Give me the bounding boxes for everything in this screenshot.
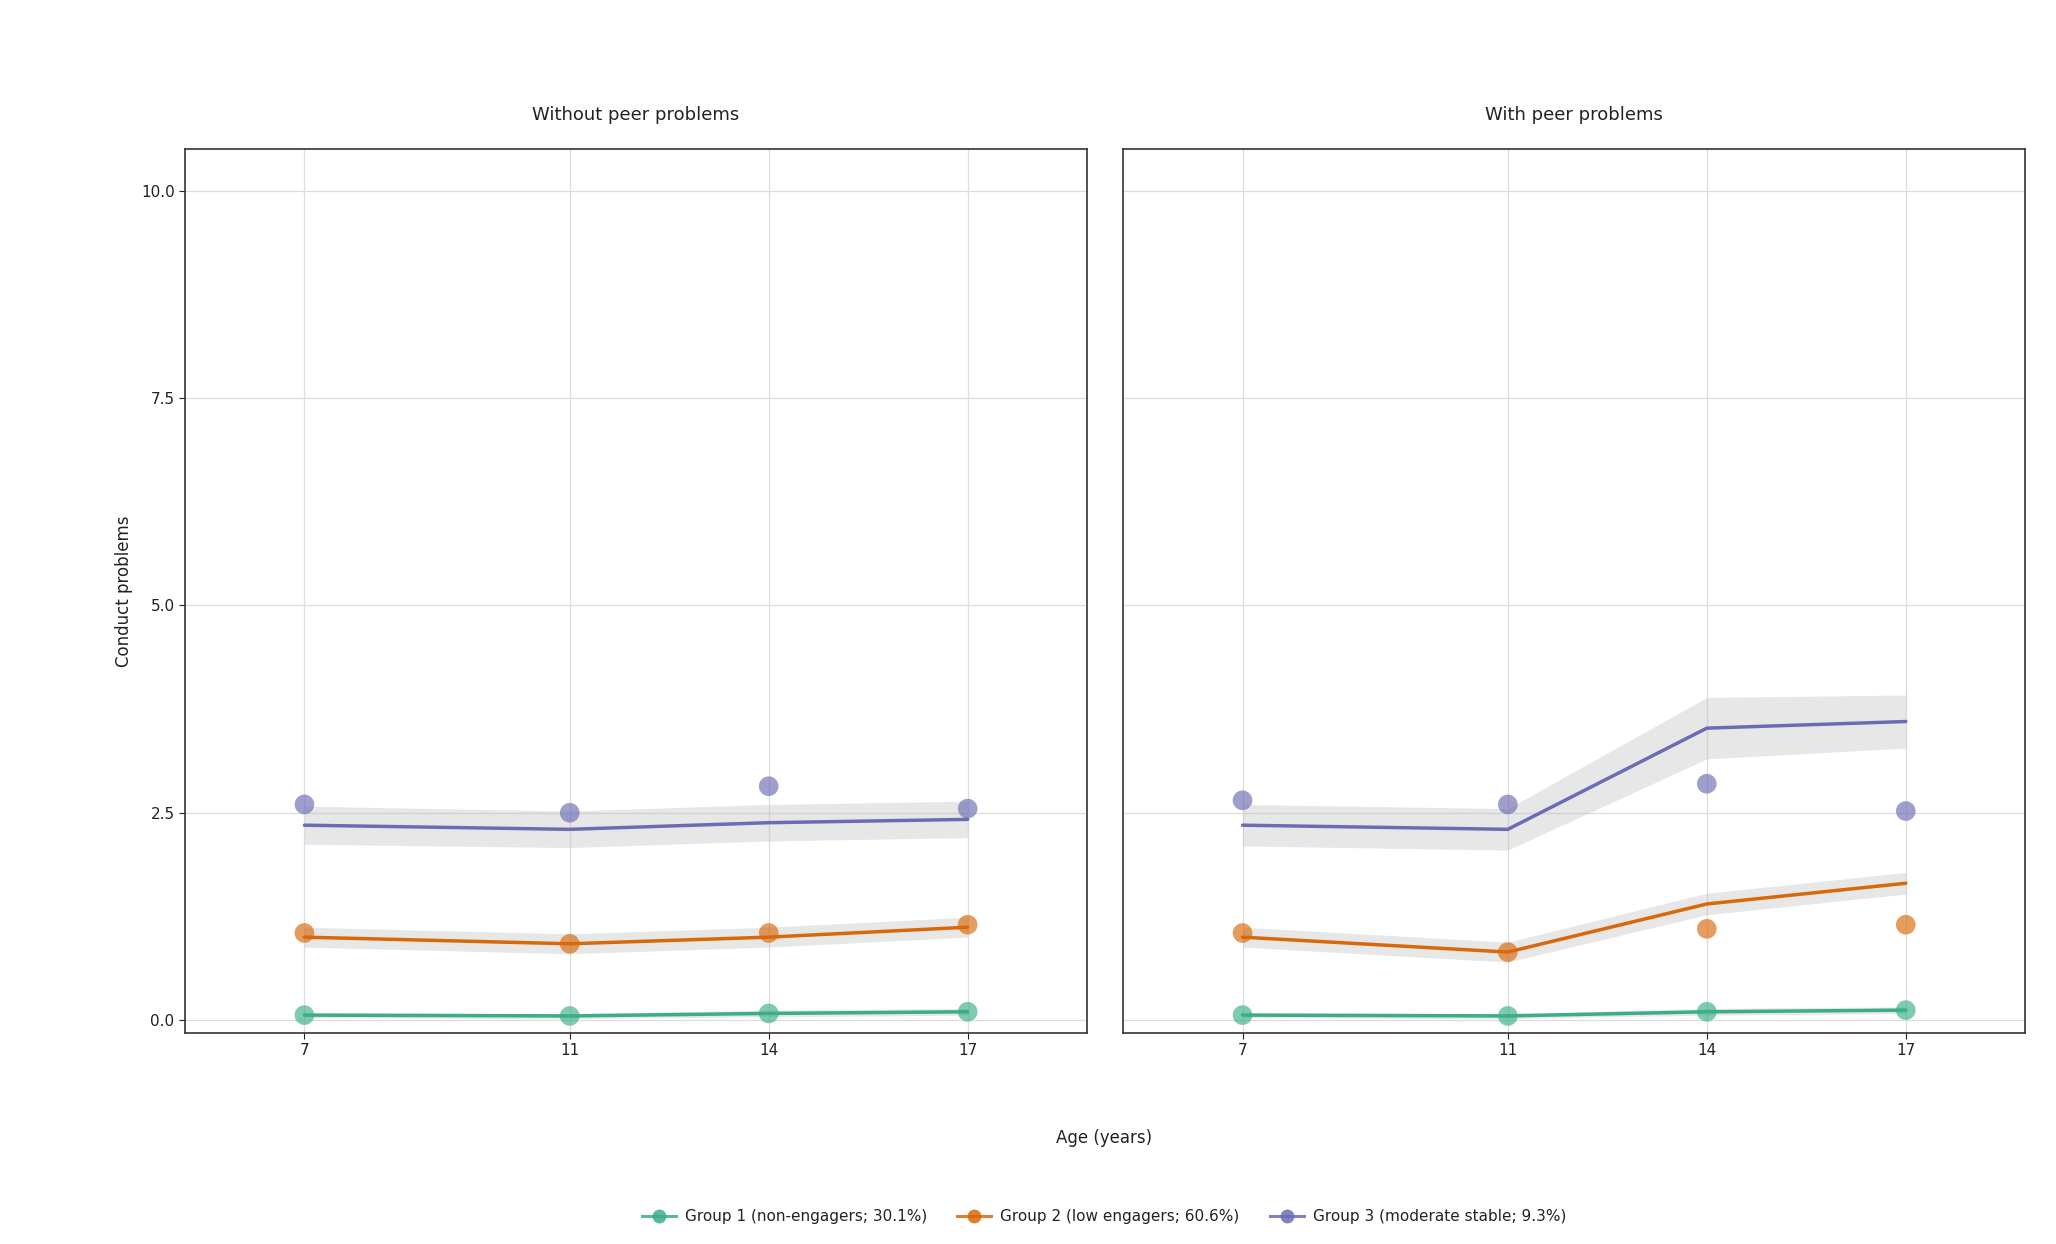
Point (1491, 942, 1523, 962)
Point (288, 1005, 321, 1025)
Point (952, 799, 985, 819)
Point (288, 795, 321, 815)
Point (1889, 1000, 1922, 1020)
Point (952, 914, 985, 934)
Text: Age (years): Age (years) (1057, 1130, 1151, 1147)
Point (1225, 923, 1258, 943)
Point (553, 934, 586, 954)
Point (1225, 790, 1258, 810)
Legend: Group 1 (non-engagers; 30.1%), Group 2 (low engagers; 60.6%), Group 3 (moderate : Group 1 (non-engagers; 30.1%), Group 2 (… (635, 1203, 1573, 1230)
Point (553, 802, 586, 822)
Point (752, 1004, 785, 1024)
Y-axis label: Conduct problems: Conduct problems (115, 515, 132, 667)
Point (1690, 774, 1723, 794)
Point (1889, 801, 1922, 821)
Point (1690, 919, 1723, 939)
Text: Without peer problems: Without peer problems (533, 106, 740, 124)
Point (1889, 914, 1922, 934)
Point (952, 1001, 985, 1021)
Point (752, 776, 785, 796)
Point (553, 1006, 586, 1026)
Point (288, 923, 321, 943)
Text: With peer problems: With peer problems (1484, 106, 1663, 124)
Point (1491, 1006, 1523, 1026)
Point (1225, 1005, 1258, 1025)
Point (752, 923, 785, 943)
Point (1491, 795, 1523, 815)
Point (1690, 1001, 1723, 1021)
